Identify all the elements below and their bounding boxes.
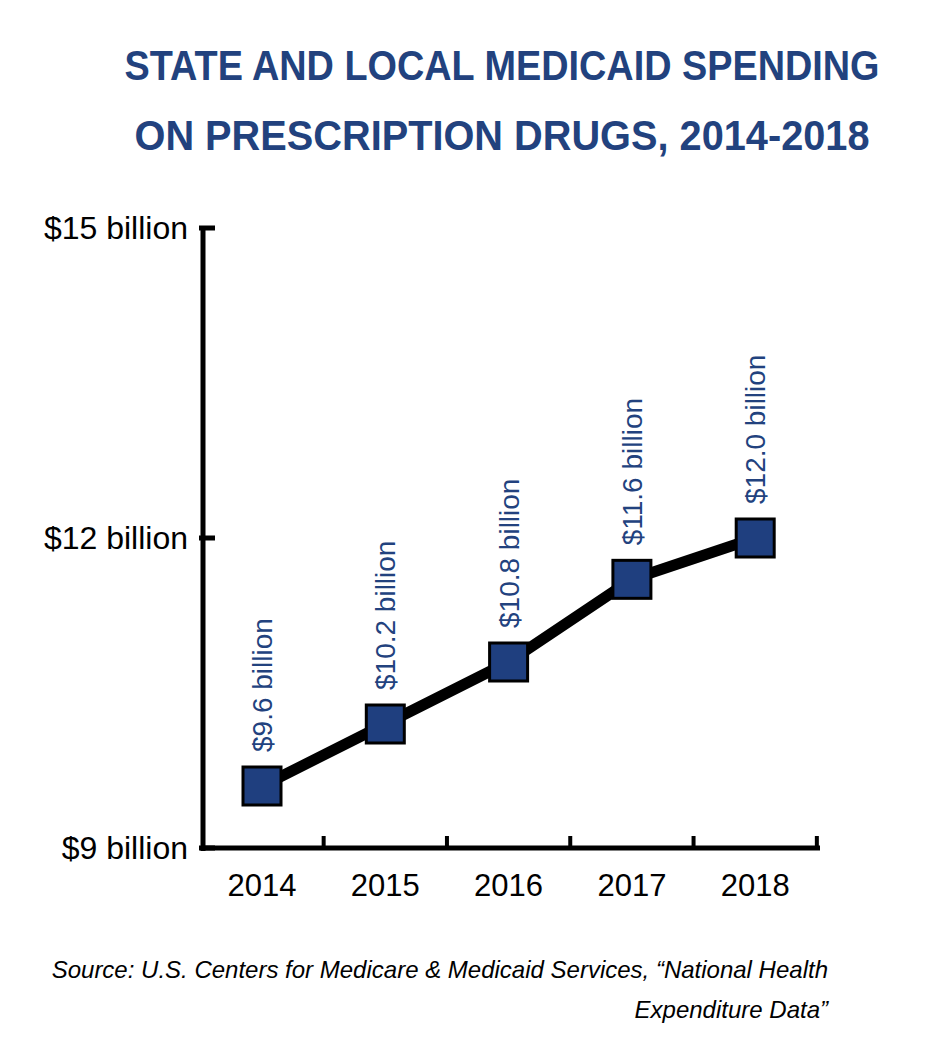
y-tick-label: $15 billion [44, 210, 188, 246]
marker [613, 560, 651, 598]
x-axis [201, 846, 820, 851]
x-tick-label: 2014 [228, 868, 297, 903]
source-note: Source: U.S. Centers for Medicare & Medi… [52, 956, 828, 983]
y-tick-label: $12 billion [44, 520, 188, 556]
y-tick-label: $9 billion [62, 830, 188, 866]
data-label: $10.2 billion [370, 541, 401, 690]
marker [366, 705, 404, 743]
y-tick [199, 226, 215, 231]
marker [736, 519, 774, 557]
x-tick [322, 836, 326, 848]
data-label: $11.6 billion [617, 398, 648, 545]
data-label: $12.0 billion [740, 355, 771, 504]
x-tick-label: 2016 [474, 868, 543, 903]
title: STATE AND LOCAL MEDICAID SPENDING [125, 42, 880, 89]
chart-svg: STATE AND LOCAL MEDICAID SPENDING ON PRES… [0, 0, 936, 1060]
marker [243, 767, 281, 805]
x-tick [692, 836, 696, 848]
x-tick-label: 2017 [597, 868, 666, 903]
x-tick [445, 836, 449, 848]
data-label: $9.6 billion [247, 618, 278, 752]
marker [490, 643, 528, 681]
y-tick [199, 846, 215, 851]
y-tick [199, 536, 215, 541]
chart-root: STATE AND LOCAL MEDICAID SPENDING ON PRES… [0, 0, 936, 1060]
x-tick-label: 2018 [721, 868, 790, 903]
title: ON PRESCRIPTION DRUGS, 2014-2018 [135, 112, 870, 159]
data-label: $10.8 billion [494, 479, 525, 628]
x-tick [568, 836, 572, 848]
source-note: Expenditure Data” [635, 996, 829, 1023]
x-tick [815, 836, 819, 848]
x-tick-label: 2015 [351, 868, 420, 903]
